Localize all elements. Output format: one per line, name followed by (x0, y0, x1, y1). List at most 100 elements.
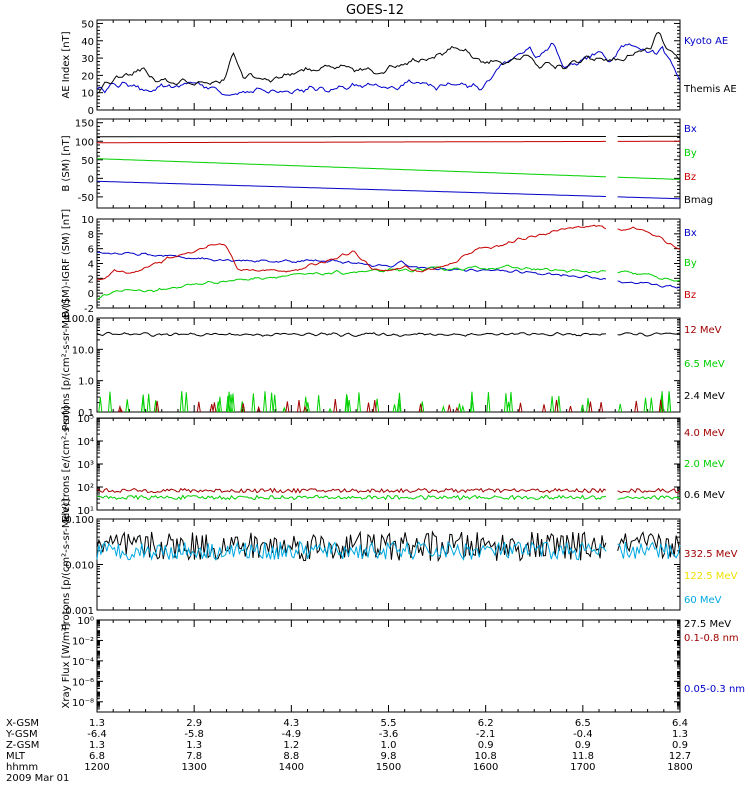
series-bz-line (97, 140, 606, 144)
series-dby-line (617, 270, 681, 282)
y-tick-label: 1.0 (78, 377, 94, 388)
panel-3: -2 0 2 4 6 8 10 B (SM)-IGRF (SM) [nT] Bx By Bz (61, 209, 697, 318)
panel-frame (96, 218, 681, 309)
orbit-value: 1600 (473, 762, 498, 773)
y-tick-label: 0.100 (65, 515, 94, 526)
y-tick-label: 4 (88, 260, 94, 271)
y-tick-label: 10.0 (72, 345, 94, 356)
y-tick-label: 100 (75, 137, 94, 148)
y-axis-label: Protons [p/(cm²-s-sr-MeV)] (61, 499, 72, 631)
y-tick-label: -50 (78, 193, 94, 204)
series-dbx-line (617, 280, 681, 289)
spike (184, 392, 189, 413)
series-bx-line (96, 180, 606, 197)
legend-kyoto-ae: Kyoto AE (684, 36, 728, 47)
y-tick-label: 10⁻⁶ (72, 677, 94, 688)
panel-frame (96, 19, 681, 111)
y-tick-label: 0 (88, 106, 94, 117)
spike (469, 391, 474, 413)
series-by-line (97, 158, 606, 178)
spike (618, 403, 623, 413)
y-tick-label: 20 (81, 71, 94, 82)
spike (269, 392, 274, 413)
legend-bx: Bx (684, 124, 697, 135)
series-by-line (617, 176, 680, 180)
spike (316, 395, 321, 413)
orbit-value: 11.8 (572, 751, 594, 762)
series-2-0-mev-line (96, 494, 607, 501)
y-axis-label: AE Index [nT] (61, 31, 72, 98)
legend-by: By (684, 258, 697, 269)
y-tick-label: 0.1 (78, 408, 94, 419)
series-12-mev (117, 399, 663, 413)
series-dbz-line (96, 224, 607, 281)
spike (262, 391, 267, 413)
y-tick-label: 10¹ (77, 506, 94, 517)
spike (550, 396, 555, 413)
legend-bmag: Bmag (684, 195, 713, 206)
panel-frame (96, 518, 681, 611)
orbit-value: 1.3 (89, 740, 105, 751)
orbit-value: 1.0 (381, 740, 397, 751)
series-4-0-mev-line (96, 487, 607, 494)
y-tick-label: 10 (81, 215, 94, 226)
orbit-value: 6.2 (478, 718, 494, 729)
series-bx-line (617, 196, 680, 200)
series-dbx-line (96, 251, 607, 280)
spike (333, 399, 338, 413)
legend-122-5-mev: 122.5 MeV (684, 571, 738, 582)
date-label: 2009 Mar 01 (6, 773, 69, 784)
spike (196, 401, 201, 413)
spike (441, 404, 446, 413)
y-tick-label: 150 (75, 119, 94, 130)
spike (356, 392, 361, 413)
series-kyoto-ae (96, 42, 681, 96)
series-2-4-mev-line (96, 331, 606, 337)
legend-6-5-mev: 6.5 MeV (684, 359, 725, 370)
legend-0-05-0-3-nm: 0.05-0.3 nm (684, 684, 745, 695)
spike (256, 405, 261, 413)
orbit-value: -0.4 (573, 729, 593, 740)
orbit-value: -2.1 (476, 729, 496, 740)
plot-title: GOES-12 (346, 3, 404, 18)
orbit-value: -5.8 (184, 729, 204, 740)
series-2-4-mev (96, 331, 680, 337)
orbit-value: 2.9 (186, 718, 202, 729)
spike (649, 397, 654, 413)
orbit-row-label: Z-GSM (6, 740, 39, 751)
series-60-mev-line (617, 541, 681, 559)
spike (345, 395, 350, 413)
spike (392, 404, 397, 413)
spike (125, 399, 130, 413)
spike (418, 403, 423, 413)
orbit-value: 6.5 (575, 718, 591, 729)
spike (457, 403, 462, 413)
y-tick-label: 10³ (77, 460, 94, 471)
legend-332-5-mev: 332.5 MeV (684, 549, 738, 560)
y-tick-label: 10² (77, 483, 94, 494)
spike (366, 402, 371, 413)
legend-themis-ae: Themis AE (683, 84, 737, 95)
y-tick-label: 0.001 (65, 606, 94, 617)
panel-1: 0 10 20 30 40 50 AE Index [nT] Kyoto AE Themis A… (61, 19, 737, 117)
legend-0-1-0-8-nm: 0.1-0.8 nm (684, 633, 739, 644)
y-tick-label: 0 (88, 174, 94, 185)
spike (296, 399, 301, 413)
panel-frame (96, 619, 681, 713)
y-tick-label: -2 (84, 304, 94, 315)
orbit-value: 1.3 (89, 718, 105, 729)
orbit-value: 1.3 (186, 740, 202, 751)
spike (518, 402, 523, 413)
series-2-0-mev-line (617, 495, 681, 500)
orbit-value: 1.2 (283, 740, 299, 751)
legend-0-6-mev: 0.6 MeV (684, 490, 725, 501)
y-axis-label: Electrons [e/(cm²-s-sr)] (61, 406, 72, 522)
series-dbx (96, 251, 681, 289)
series-kyoto-ae-line (96, 42, 681, 96)
y-tick-label: 10 (81, 89, 94, 100)
orbit-value: 0.9 (478, 740, 494, 751)
spike (643, 397, 648, 413)
spike (542, 404, 546, 413)
spike (98, 396, 103, 413)
